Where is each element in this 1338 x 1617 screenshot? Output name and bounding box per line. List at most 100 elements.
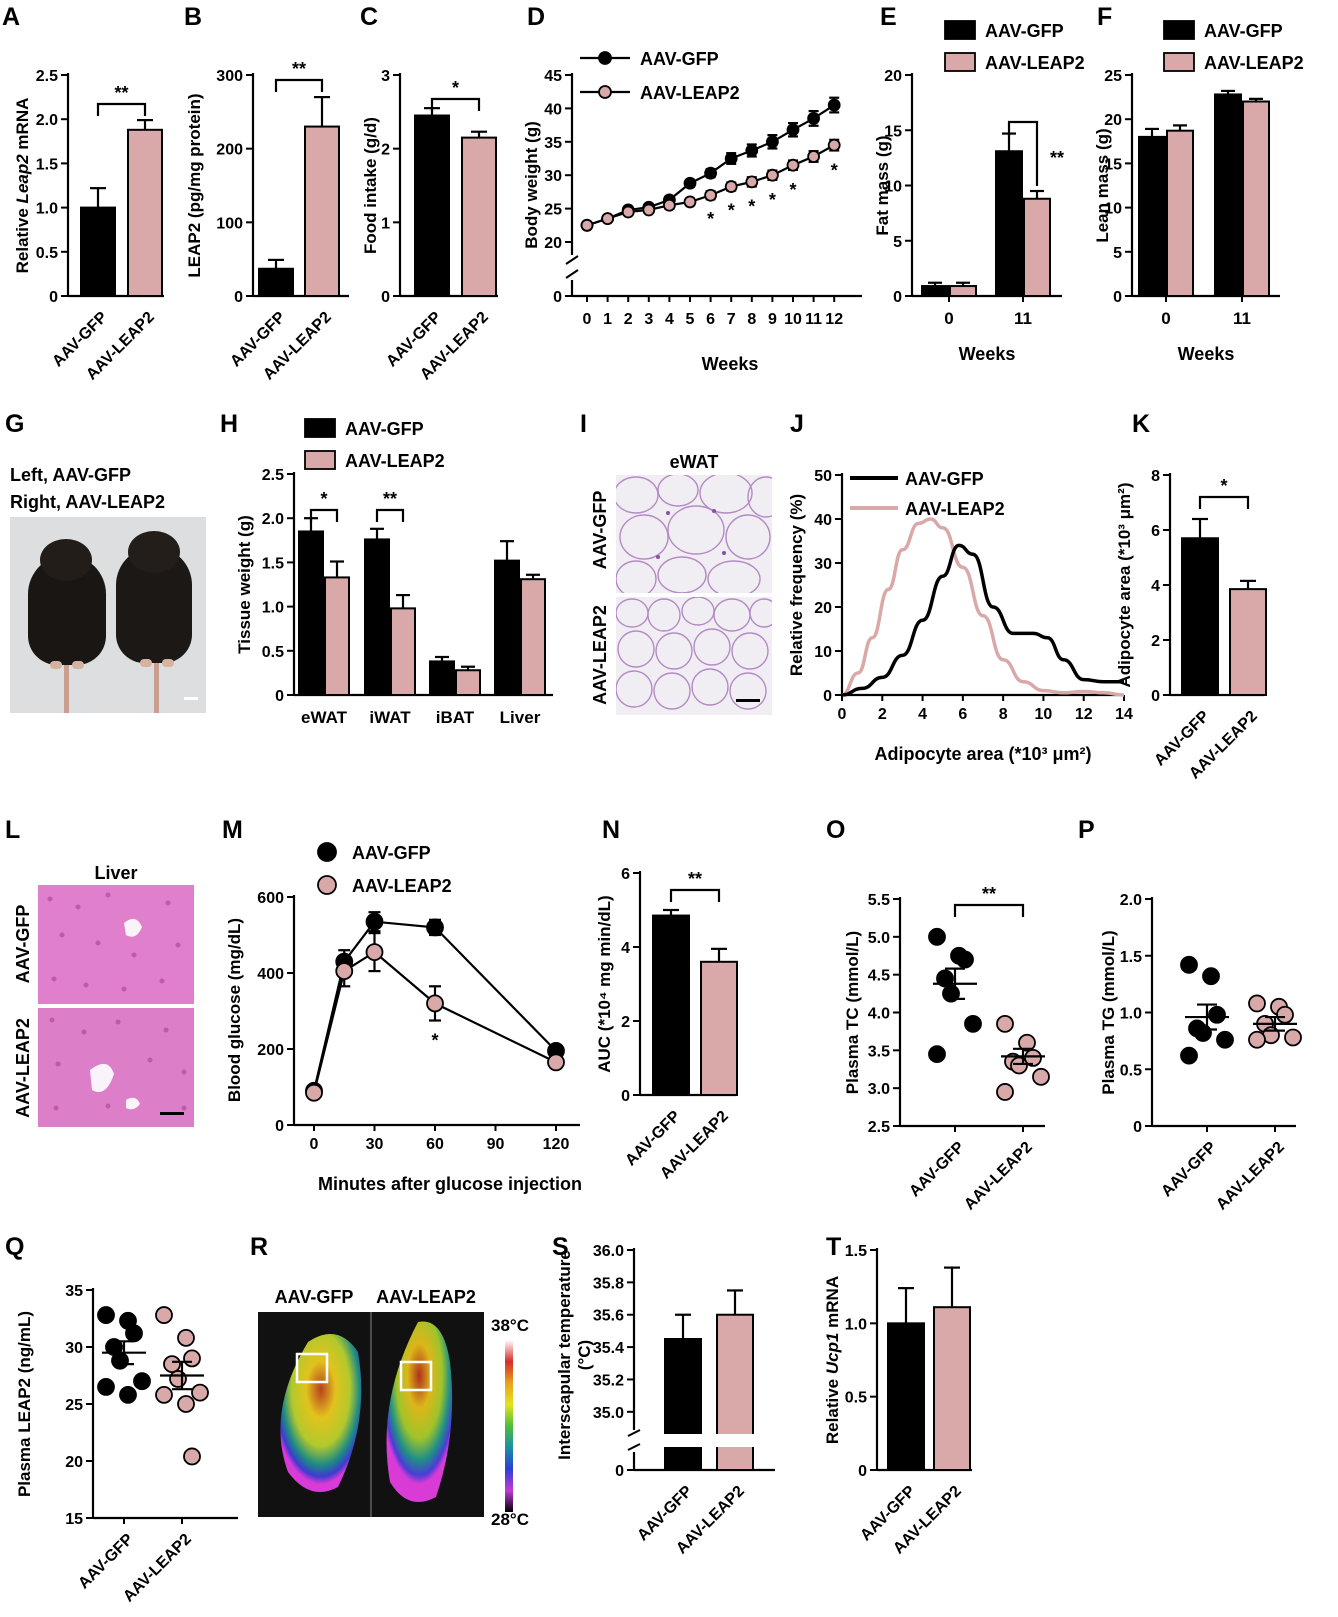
point-D-aav-leap2 bbox=[683, 195, 697, 209]
y-tick-label-H: 0 bbox=[275, 688, 284, 705]
y-axis-label-S2: (°C) bbox=[575, 1340, 594, 1370]
x-tick-label-J: 0 bbox=[838, 706, 847, 723]
x-axis-label-D: Weeks bbox=[702, 354, 759, 374]
y-axis-label-Q: Plasma LEAP2 (ng/mL) bbox=[15, 1311, 34, 1497]
y-axis-label-C: Food intake (g/d) bbox=[361, 117, 380, 254]
y-tick-label-K: 8 bbox=[1151, 468, 1160, 485]
y-tick-label-F: 20 bbox=[1104, 112, 1122, 129]
point-Q-aav-leap2 bbox=[163, 1355, 181, 1373]
y-tick-label-N: 2 bbox=[621, 1014, 630, 1031]
x-tick-label-M: 0 bbox=[310, 1136, 319, 1153]
x-tick-label-J: 8 bbox=[999, 706, 1008, 723]
legend-swatch-F bbox=[1163, 20, 1195, 40]
significance-D: * bbox=[748, 197, 755, 217]
legend-swatch-H bbox=[304, 418, 336, 438]
y-tick-label-B: 100 bbox=[216, 215, 243, 232]
x-tick-label-J: 6 bbox=[958, 706, 967, 723]
y-axis-label-N: AUC (*10⁴ mg min/dL) bbox=[595, 895, 614, 1072]
significance-D: * bbox=[707, 209, 714, 229]
y-axis-label-F: Lean mass (g) bbox=[1093, 128, 1112, 242]
point-D-aav-gfp bbox=[827, 98, 841, 112]
photo-G-caption-1: Left, AAV-GFP bbox=[10, 465, 131, 485]
bar-F-aav-leap2-11 bbox=[1242, 100, 1270, 297]
liver-texture-leap2 bbox=[49, 1017, 187, 1115]
point-M-aav-leap2 bbox=[365, 943, 384, 961]
axis-break-D bbox=[565, 255, 579, 265]
y-tick-label-H: 1.5 bbox=[262, 555, 284, 572]
significance-C-label: * bbox=[452, 78, 459, 98]
y-tick-label-P: 0.5 bbox=[1120, 1062, 1142, 1079]
y-tick-label-H: 2.5 bbox=[262, 467, 284, 484]
legend-label-D: AAV-GFP bbox=[640, 49, 719, 69]
point-D-aav-gfp bbox=[683, 176, 697, 190]
x-tick-label-H: Liver bbox=[500, 708, 541, 727]
legend-swatch-E bbox=[944, 20, 976, 40]
bar-H-aav-gfp-liver bbox=[494, 559, 520, 697]
y-tick-label-J: 40 bbox=[814, 512, 832, 529]
point-O-aav-leap2 bbox=[996, 1014, 1014, 1033]
panel-letter-h: H bbox=[220, 410, 238, 438]
x-tick-label-D: 12 bbox=[825, 311, 843, 328]
y-tick-label-A: 1.5 bbox=[36, 156, 58, 173]
point-Q-aav-gfp bbox=[97, 1306, 115, 1324]
x-tick-label-H: iBAT bbox=[436, 708, 475, 727]
point-Q-aav-gfp bbox=[125, 1324, 143, 1343]
significance-E-label: ** bbox=[1050, 148, 1064, 168]
bar-H-aav-gfp-iwat bbox=[364, 538, 390, 697]
point-P-aav-gfp bbox=[1180, 955, 1198, 974]
panel-letter-l: L bbox=[5, 816, 20, 844]
legend-label-D: AAV-LEAP2 bbox=[640, 83, 740, 103]
point-Q-aav-leap2 bbox=[183, 1447, 201, 1466]
thermal-scale-bar bbox=[505, 1340, 513, 1512]
panel-letter-m: M bbox=[222, 816, 243, 844]
y-tick-label-K: 4 bbox=[1151, 578, 1160, 595]
legend-label-H: AAV-GFP bbox=[345, 419, 424, 439]
point-P-aav-gfp bbox=[1180, 1046, 1198, 1065]
y-tick-label-D: 25 bbox=[544, 202, 562, 219]
point-D-aav-gfp bbox=[724, 152, 738, 165]
y-tick-label-O: 4.5 bbox=[868, 968, 890, 985]
y-tick-label-T: 0 bbox=[858, 1463, 867, 1480]
point-D-aav-gfp bbox=[807, 112, 820, 125]
bar-E-aav-gfp-0 bbox=[921, 285, 949, 297]
bar-break-S bbox=[662, 1434, 704, 1447]
photo-I-title: eWAT bbox=[670, 452, 719, 472]
significance-A bbox=[96, 102, 147, 116]
y-tick-label-D: 0 bbox=[553, 289, 562, 306]
y-tick-label-E: 5 bbox=[893, 234, 902, 251]
y-tick-label-A: 0 bbox=[49, 289, 58, 306]
x-tick-label-O: AAV-GFP bbox=[906, 1139, 968, 1201]
point-Q-aav-leap2 bbox=[183, 1349, 201, 1368]
legend-label-J: AAV-GFP bbox=[905, 469, 984, 489]
y-tick-label-E: 20 bbox=[884, 68, 902, 85]
x-tick-label-M: 120 bbox=[543, 1136, 570, 1153]
y-tick-label-D: 20 bbox=[544, 235, 562, 252]
point-O-aav-leap2 bbox=[996, 1083, 1014, 1101]
y-tick-label-A: 2.5 bbox=[36, 68, 58, 85]
legend-label-E: AAV-GFP bbox=[985, 21, 1064, 41]
x-tick-label-M: 60 bbox=[426, 1136, 444, 1153]
legend-swatch-E bbox=[944, 52, 976, 72]
y-axis-label-M: Blood glucose (mg/dL) bbox=[225, 918, 244, 1102]
x-tick-label-D: 11 bbox=[805, 311, 822, 328]
significance-D: * bbox=[789, 180, 796, 200]
x-tick-label-P: AAV-GFP bbox=[1158, 1139, 1220, 1201]
y-tick-label-N: 4 bbox=[621, 940, 630, 957]
y-tick-label-M: 0 bbox=[275, 1118, 284, 1135]
panel-letter-t: T bbox=[826, 1233, 841, 1261]
y-axis-label-D: Body weight (g) bbox=[522, 121, 541, 248]
adipocyte-texture-leap2 bbox=[616, 597, 772, 710]
y-tick-label-M: 600 bbox=[257, 890, 284, 907]
significance-D: * bbox=[831, 160, 838, 180]
y-tick-label-C: 3 bbox=[381, 68, 390, 85]
y-tick-label-K: 0 bbox=[1151, 688, 1160, 705]
y-tick-label-B: 0 bbox=[234, 289, 243, 306]
thermal-label-leap2: AAV-LEAP2 bbox=[376, 1287, 476, 1307]
significance-E bbox=[1007, 120, 1039, 186]
y-tick-label-D: 40 bbox=[544, 101, 562, 118]
point-O-aav-leap2 bbox=[1032, 1067, 1050, 1086]
point-M-aav-leap2 bbox=[335, 962, 354, 980]
x-tick-label-D: 2 bbox=[624, 311, 633, 328]
panel-letter-o: O bbox=[826, 816, 845, 844]
